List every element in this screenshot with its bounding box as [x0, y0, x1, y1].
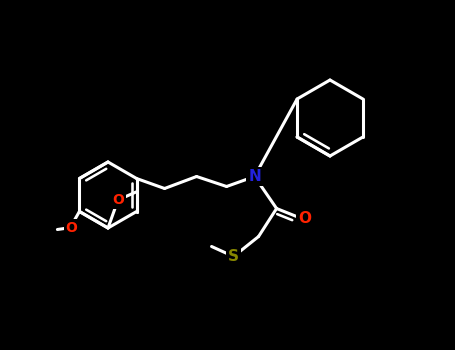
- Text: O: O: [298, 211, 311, 226]
- Text: O: O: [112, 193, 124, 207]
- Text: S: S: [228, 249, 239, 264]
- Text: O: O: [66, 220, 77, 234]
- Text: N: N: [248, 169, 261, 184]
